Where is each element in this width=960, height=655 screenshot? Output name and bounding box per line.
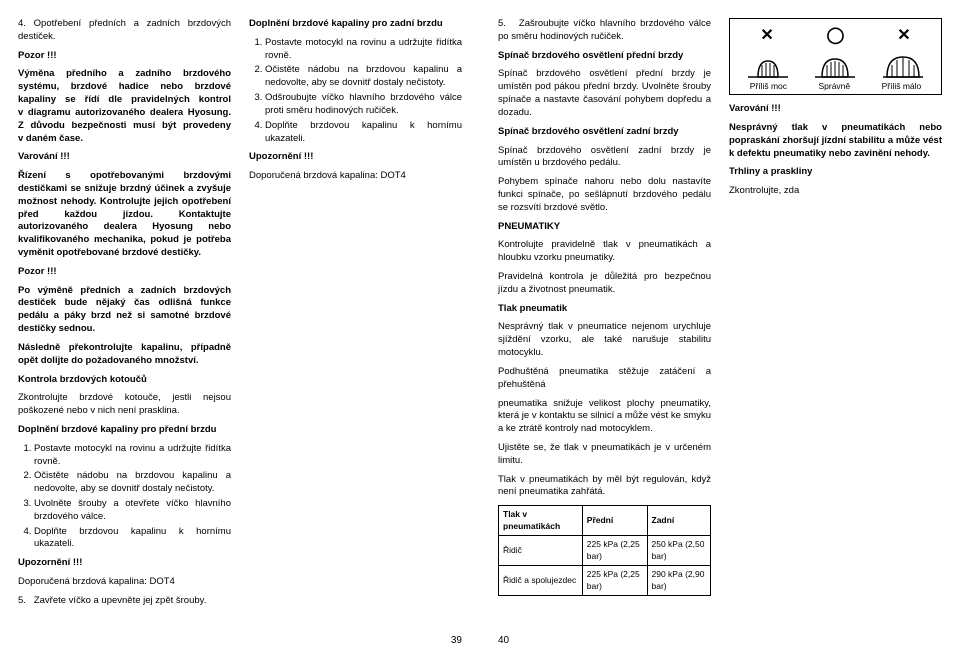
notice-2-title: Upozornění !!! (249, 151, 462, 164)
table-row: Řidič a spolujezdec 225 kPa (2,25 bar) 2… (499, 566, 711, 596)
rear-switch-body1: Spínač brzdového osvětlení zadní brzdy j… (498, 145, 711, 171)
tire-narrow-icon (743, 49, 793, 79)
pressure-cont2: Ujistěte se, že tlak v pneumatikách je v… (498, 442, 711, 468)
warning-2-title: Varování !!! (729, 103, 942, 116)
list-item: Odšroubujte víčko hlavního brzdového vál… (265, 92, 462, 118)
heading-disc-check: Kontrola brzdových kotoučů (18, 374, 231, 387)
heading-tires: PNEUMATIKY (498, 221, 711, 234)
disc-check-body: Zkontrolujte brzdové kotouče, jestli nej… (18, 392, 231, 418)
attention-2-body: Po výměně předních a zadních brzdových d… (18, 285, 231, 336)
rear-fill-steps: Postavte motocykl na rovinu a udržujte ř… (249, 37, 462, 146)
list-item: Doplňte brzdovou kapalinu k hornímu ukaz… (265, 120, 462, 146)
notice-1-body: Doporučená brzdová kapalina: DOT4 (18, 576, 231, 589)
table-header: Přední (582, 506, 647, 536)
attention-1-body: Výměna předního a zadního brzdového syst… (18, 68, 231, 145)
page-left-columns: 4. Opotřebení předních a zadních brzdový… (18, 18, 462, 618)
page-right: 5. Zašroubujte víčko hlavního brzdového … (480, 0, 960, 655)
diagram-label: Správně (818, 81, 850, 92)
warning-2-body: Nesprávný tlak v pneumatikách nebo popra… (729, 122, 942, 160)
front-switch-body: Spínač brzdového osvětlení přední brzdy … (498, 68, 711, 119)
tire-pressure-table: Tlak v pneumatikách Přední Zadní Řidič 2… (498, 505, 711, 596)
diagram-icon-row: ✕ ◯ ✕ (734, 25, 937, 47)
tire-good-icon (810, 49, 860, 79)
list-item: Očistěte nádobu na brzdovou kapalinu a n… (265, 64, 462, 90)
table-cell: Řidič (499, 536, 583, 566)
list-item: Uvolněte šrouby a otevřete víčko hlavníh… (34, 498, 231, 524)
heading-front-fill: Doplnění brzdové kapaliny pro přední brz… (18, 424, 231, 437)
warning-1-title: Varování !!! (18, 151, 231, 164)
table-header: Zadní (647, 506, 710, 536)
table-row: Tlak v pneumatikách Přední Zadní (499, 506, 711, 536)
heading-front-switch: Spínač brzdového osvětlení přední brzdy (498, 50, 711, 63)
front-step-5: 5. Zavřete víčko a upevněte jej zpět šro… (18, 595, 231, 608)
page-number-left: 39 (451, 634, 462, 648)
table-cell: 225 kPa (2,25 bar) (582, 566, 647, 596)
heading-pressure: Tlak pneumatik (498, 303, 711, 316)
front-fill-steps: Postavte motocykl na rovinu a udržujte ř… (18, 443, 231, 552)
page-number-right: 40 (498, 634, 509, 648)
diagram-tire-row (734, 49, 937, 79)
pressure-cont: pneumatika snižuje velikost plochy pneum… (498, 398, 711, 436)
notice-1-title: Upozornění !!! (18, 557, 231, 570)
attention-2-title: Pozor !!! (18, 266, 231, 279)
pressure-cont3: Tlak v pneumatikách by měl být regulován… (498, 474, 711, 500)
heading-rear-fill: Doplnění brzdové kapaliny pro zadní brzd… (249, 18, 462, 31)
table-cell: 250 kPa (2,50 bar) (647, 536, 710, 566)
rear-switch-body2: Pohybem spínače nahoru nebo dolu nastaví… (498, 176, 711, 214)
notice-2-body: Doporučená brzdová kapalina: DOT4 (249, 170, 462, 183)
diagram-label: Příliš málo (882, 81, 922, 92)
diagram-label-row: Příliš moc Správně Příliš málo (734, 81, 937, 92)
attention-2-body2: Následně překontrolujte kapalinu, případ… (18, 342, 231, 368)
cracks-body: Zkontrolujte, zda (729, 185, 942, 198)
page-spread: 4. Opotřebení předních a zadních brzdový… (0, 0, 960, 655)
table-header: Tlak v pneumatikách (499, 506, 583, 536)
tires-body2: Pravidelná kontrola je důležitá pro bezp… (498, 271, 711, 297)
table-cell: 290 kPa (2,90 bar) (647, 566, 710, 596)
warning-1-body: Řízení s opotřebovanými brzdovými destič… (18, 170, 231, 260)
table-cell: Řidič a spolujezdec (499, 566, 583, 596)
list-item: Postavte motocykl na rovinu a udržujte ř… (265, 37, 462, 63)
pressure-body1: Nesprávný tlak v pneumatice nejenom uryc… (498, 321, 711, 359)
page-left: 4. Opotřebení předních a zadních brzdový… (0, 0, 480, 655)
attention-1-title: Pozor !!! (18, 50, 231, 63)
list-item: Doplňte brzdovou kapalinu k hornímu ukaz… (34, 526, 231, 552)
tire-wide-icon (878, 49, 928, 79)
x-icon: ✕ (897, 25, 910, 47)
x-icon: ✕ (760, 25, 773, 47)
rear-step-5: 5. Zašroubujte víčko hlavního brzdového … (498, 18, 711, 44)
heading-wear: 4. Opotřebení předních a zadních brzdový… (18, 18, 231, 44)
table-cell: 225 kPa (2,25 bar) (582, 536, 647, 566)
list-item: Očistěte nádobu na brzdovou kapalinu a n… (34, 470, 231, 496)
page-right-columns: 5. Zašroubujte víčko hlavního brzdového … (498, 18, 942, 618)
heading-rear-switch: Spínač brzdového osvětlení zadní brzdy (498, 126, 711, 139)
tires-body1: Kontrolujte pravidelně tlak v pneumatiká… (498, 239, 711, 265)
tire-tread-diagram: ✕ ◯ ✕ (729, 18, 942, 95)
circle-icon: ◯ (827, 25, 845, 47)
diagram-label: Příliš moc (750, 81, 787, 92)
table-row: Řidič 225 kPa (2,25 bar) 250 kPa (2,50 b… (499, 536, 711, 566)
pressure-body2: Podhuštěná pneumatika stěžuje zatáčení a… (498, 366, 711, 392)
heading-cracks: Trhliny a praskliny (729, 166, 942, 179)
list-item: Postavte motocykl na rovinu a udržujte ř… (34, 443, 231, 469)
